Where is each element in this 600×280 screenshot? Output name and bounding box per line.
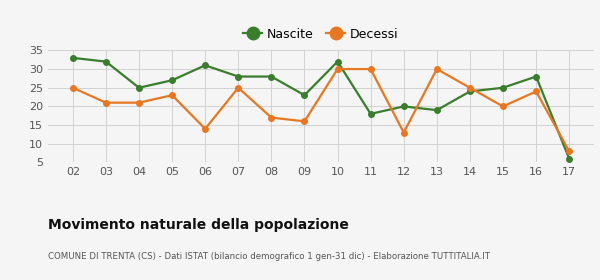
Decessi: [334, 116, 341, 119]
Nascite: [367, 94, 374, 97]
Decessi: [532, 86, 539, 89]
Text: COMUNE DI TRENTA (CS) - Dati ISTAT (bilancio demografico 1 gen-31 dic) - Elabora: COMUNE DI TRENTA (CS) - Dati ISTAT (bila…: [48, 252, 490, 261]
Decessi: [136, 86, 143, 89]
Decessi: [599, 90, 600, 93]
Nascite: [268, 64, 275, 67]
Decessi: [367, 120, 374, 123]
Nascite: [334, 75, 341, 78]
Decessi: [235, 94, 242, 97]
Nascite: [566, 86, 573, 89]
Nascite: [169, 60, 176, 63]
Decessi: [202, 101, 209, 104]
Nascite: [466, 105, 473, 108]
Decessi: [169, 101, 176, 104]
Legend: Nascite, Decessi: Nascite, Decessi: [238, 23, 404, 46]
Nascite: [599, 75, 600, 78]
Line: Decessi: Decessi: [70, 66, 572, 154]
Nascite: [532, 90, 539, 93]
Nascite: [301, 75, 308, 78]
Line: Nascite: Nascite: [70, 55, 572, 162]
Decessi: [268, 127, 275, 130]
Nascite: [499, 108, 506, 112]
Decessi: [566, 105, 573, 108]
Nascite: [202, 86, 209, 89]
Nascite: [400, 60, 407, 63]
Nascite: [433, 112, 440, 116]
Nascite: [235, 79, 242, 82]
Decessi: [466, 131, 473, 134]
Decessi: [301, 86, 308, 89]
Decessi: [499, 67, 506, 71]
Text: Movimento naturale della popolazione: Movimento naturale della popolazione: [48, 218, 349, 232]
Decessi: [433, 67, 440, 71]
Nascite: [136, 56, 143, 60]
Decessi: [400, 67, 407, 71]
